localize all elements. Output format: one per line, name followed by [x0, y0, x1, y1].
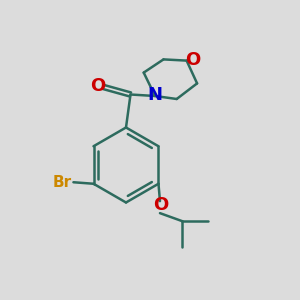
Text: N: N: [147, 86, 162, 104]
Text: O: O: [153, 196, 168, 214]
Text: O: O: [90, 77, 105, 95]
Text: Br: Br: [52, 175, 72, 190]
Text: O: O: [186, 51, 201, 69]
